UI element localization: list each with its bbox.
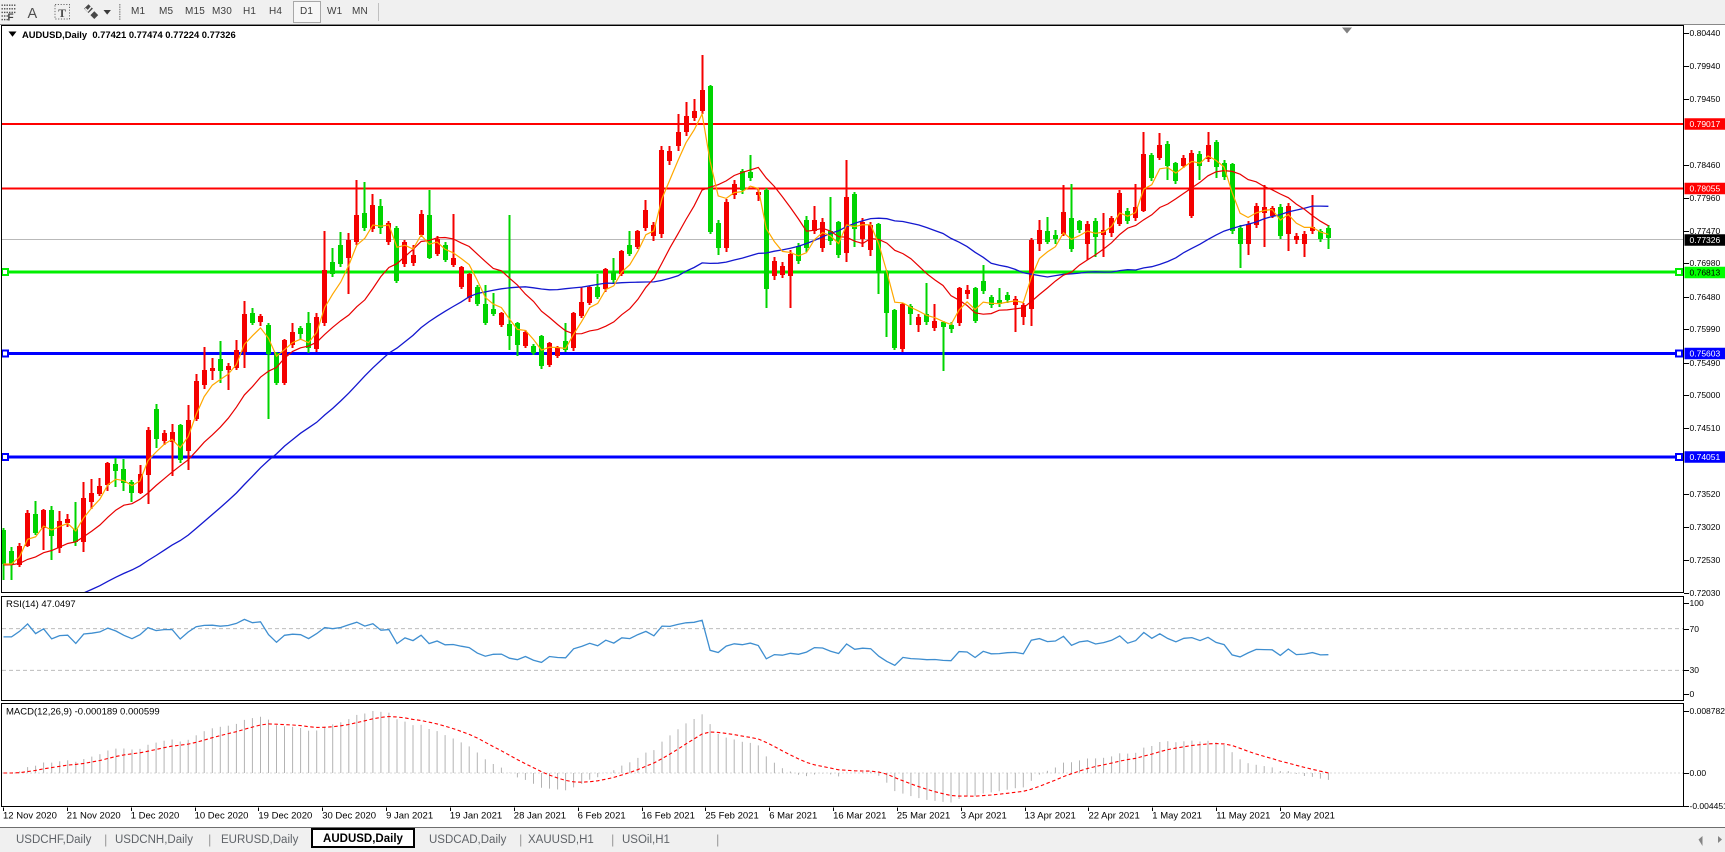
svg-text:30 Dec 2020: 30 Dec 2020 xyxy=(322,811,376,822)
svg-text:0.78055: 0.78055 xyxy=(1690,184,1721,194)
svg-text:MACD(12,26,9) -0.000189 0.0005: MACD(12,26,9) -0.000189 0.000599 xyxy=(6,707,160,718)
svg-text:0.72030: 0.72030 xyxy=(1690,588,1721,598)
svg-text:0.79940: 0.79940 xyxy=(1690,61,1721,71)
svg-text:0.72530: 0.72530 xyxy=(1690,555,1721,565)
svg-text:RSI(14) 47.0497: RSI(14) 47.0497 xyxy=(6,599,76,610)
svg-text:0.75490: 0.75490 xyxy=(1690,358,1721,368)
svg-text:10 Dec 2020: 10 Dec 2020 xyxy=(195,811,249,822)
svg-text:6 Feb 2021: 6 Feb 2021 xyxy=(578,811,626,822)
svg-text:0.73520: 0.73520 xyxy=(1690,489,1721,499)
svg-text:28 Jan 2021: 28 Jan 2021 xyxy=(514,811,566,822)
svg-text:0.77960: 0.77960 xyxy=(1690,193,1721,203)
svg-text:0.80440: 0.80440 xyxy=(1690,28,1721,38)
svg-text:0.75000: 0.75000 xyxy=(1690,390,1721,400)
svg-text:T: T xyxy=(58,8,66,20)
svg-text:0: 0 xyxy=(1690,689,1695,699)
svg-text:AUDUSD,Daily 0.77421 0.77474: AUDUSD,Daily 0.77421 0.77474 0.77224 0.7… xyxy=(22,29,236,40)
svg-text:19 Dec 2020: 19 Dec 2020 xyxy=(258,811,312,822)
svg-text:F: F xyxy=(8,13,14,24)
svg-text:1 May 2021: 1 May 2021 xyxy=(1152,811,1202,822)
svg-text:25 Mar 2021: 25 Mar 2021 xyxy=(897,811,950,822)
svg-text:12 Nov 2020: 12 Nov 2020 xyxy=(3,811,57,822)
svg-text:0.76813: 0.76813 xyxy=(1690,268,1721,278)
svg-text:0.74051: 0.74051 xyxy=(1690,452,1721,462)
svg-text:1 Dec 2020: 1 Dec 2020 xyxy=(131,811,180,822)
svg-text:21 Nov 2020: 21 Nov 2020 xyxy=(67,811,121,822)
svg-text:20 May 2021: 20 May 2021 xyxy=(1280,811,1335,822)
svg-text:0.75603: 0.75603 xyxy=(1690,349,1721,359)
svg-text:0.79450: 0.79450 xyxy=(1690,94,1721,104)
svg-text:0.74510: 0.74510 xyxy=(1690,423,1721,433)
svg-text:0.77326: 0.77326 xyxy=(1690,235,1721,245)
svg-text:22 Apr 2021: 22 Apr 2021 xyxy=(1089,811,1140,822)
svg-text:19 Jan 2021: 19 Jan 2021 xyxy=(450,811,502,822)
svg-text:100: 100 xyxy=(1690,598,1704,608)
svg-text:0.00: 0.00 xyxy=(1690,768,1707,778)
svg-text:0.76980: 0.76980 xyxy=(1690,258,1721,268)
svg-text:0.79017: 0.79017 xyxy=(1690,119,1721,129)
svg-text:16 Mar 2021: 16 Mar 2021 xyxy=(833,811,886,822)
svg-text:0.76480: 0.76480 xyxy=(1690,292,1721,302)
svg-text:0.75990: 0.75990 xyxy=(1690,324,1721,334)
svg-text:11 May 2021: 11 May 2021 xyxy=(1216,811,1270,822)
svg-text:9 Jan 2021: 9 Jan 2021 xyxy=(386,811,433,822)
svg-text:6 Mar 2021: 6 Mar 2021 xyxy=(769,811,817,822)
svg-text:0.73020: 0.73020 xyxy=(1690,522,1721,532)
svg-text:3 Apr 2021: 3 Apr 2021 xyxy=(961,811,1007,822)
svg-text:-0.004451: -0.004451 xyxy=(1690,801,1725,811)
svg-text:30: 30 xyxy=(1690,665,1700,675)
svg-text:25 Feb 2021: 25 Feb 2021 xyxy=(705,811,758,822)
svg-text:0.77470: 0.77470 xyxy=(1690,226,1721,236)
svg-text:70: 70 xyxy=(1690,624,1700,634)
svg-text:A: A xyxy=(28,6,38,22)
svg-text:16 Feb 2021: 16 Feb 2021 xyxy=(642,811,695,822)
svg-text:13 Apr 2021: 13 Apr 2021 xyxy=(1025,811,1076,822)
svg-text:0.78460: 0.78460 xyxy=(1690,160,1721,170)
svg-text:0.008782: 0.008782 xyxy=(1690,706,1725,716)
